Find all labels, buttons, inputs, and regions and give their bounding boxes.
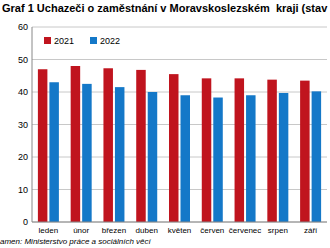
legend-swatch [44, 37, 51, 44]
bar [148, 92, 158, 222]
legend-label: 2022 [100, 36, 120, 46]
title: Graf 1 Uchazeči o zaměstnání v Moravskos… [2, 2, 328, 14]
x-tick-label: červen [200, 226, 224, 235]
y-tick-label: 0 [23, 217, 28, 227]
legend-label: 2021 [54, 36, 74, 46]
grid-line [32, 27, 327, 28]
bar [169, 74, 179, 222]
bar [246, 95, 256, 222]
x-tick-label: únor [73, 226, 89, 235]
bar [115, 87, 125, 222]
bar [312, 91, 322, 222]
y-axis [32, 27, 33, 222]
bar [202, 78, 212, 222]
bars [38, 66, 321, 222]
grid-line [32, 59, 327, 60]
source: amen: Ministerstvo práce a sociálních vě… [0, 237, 152, 246]
x-axis [32, 222, 327, 223]
y-tick-label: 30 [18, 120, 28, 130]
x-tick-label: srpen [268, 226, 288, 235]
grid-line [32, 222, 327, 223]
x-tick-label: duben [136, 226, 158, 235]
x-tick-label: březen [102, 226, 126, 235]
y-tick-label: 60 [18, 22, 28, 32]
bar [103, 68, 113, 222]
bar [267, 80, 277, 222]
x-tick-label: květen [168, 226, 192, 235]
y-tick-label: 40 [18, 87, 28, 97]
x-tick-label: září [304, 226, 318, 235]
x-tick-label: leden [39, 226, 59, 235]
bar [49, 82, 59, 222]
bar [82, 84, 92, 222]
bar [136, 70, 146, 222]
y-tick-label: 50 [18, 55, 28, 65]
x-tick-label: červenec [229, 226, 261, 235]
bar [279, 93, 289, 222]
y-tick-label: 10 [18, 185, 28, 195]
bar [235, 78, 245, 222]
legend-swatch [90, 37, 97, 44]
bar [181, 95, 191, 222]
bar [300, 81, 310, 222]
bar [213, 98, 223, 222]
bar [38, 69, 48, 222]
y-tick-label: 20 [18, 152, 28, 162]
bar [71, 66, 81, 222]
chart: Graf 1 Uchazeči o zaměstnání v Moravskos… [0, 0, 330, 248]
